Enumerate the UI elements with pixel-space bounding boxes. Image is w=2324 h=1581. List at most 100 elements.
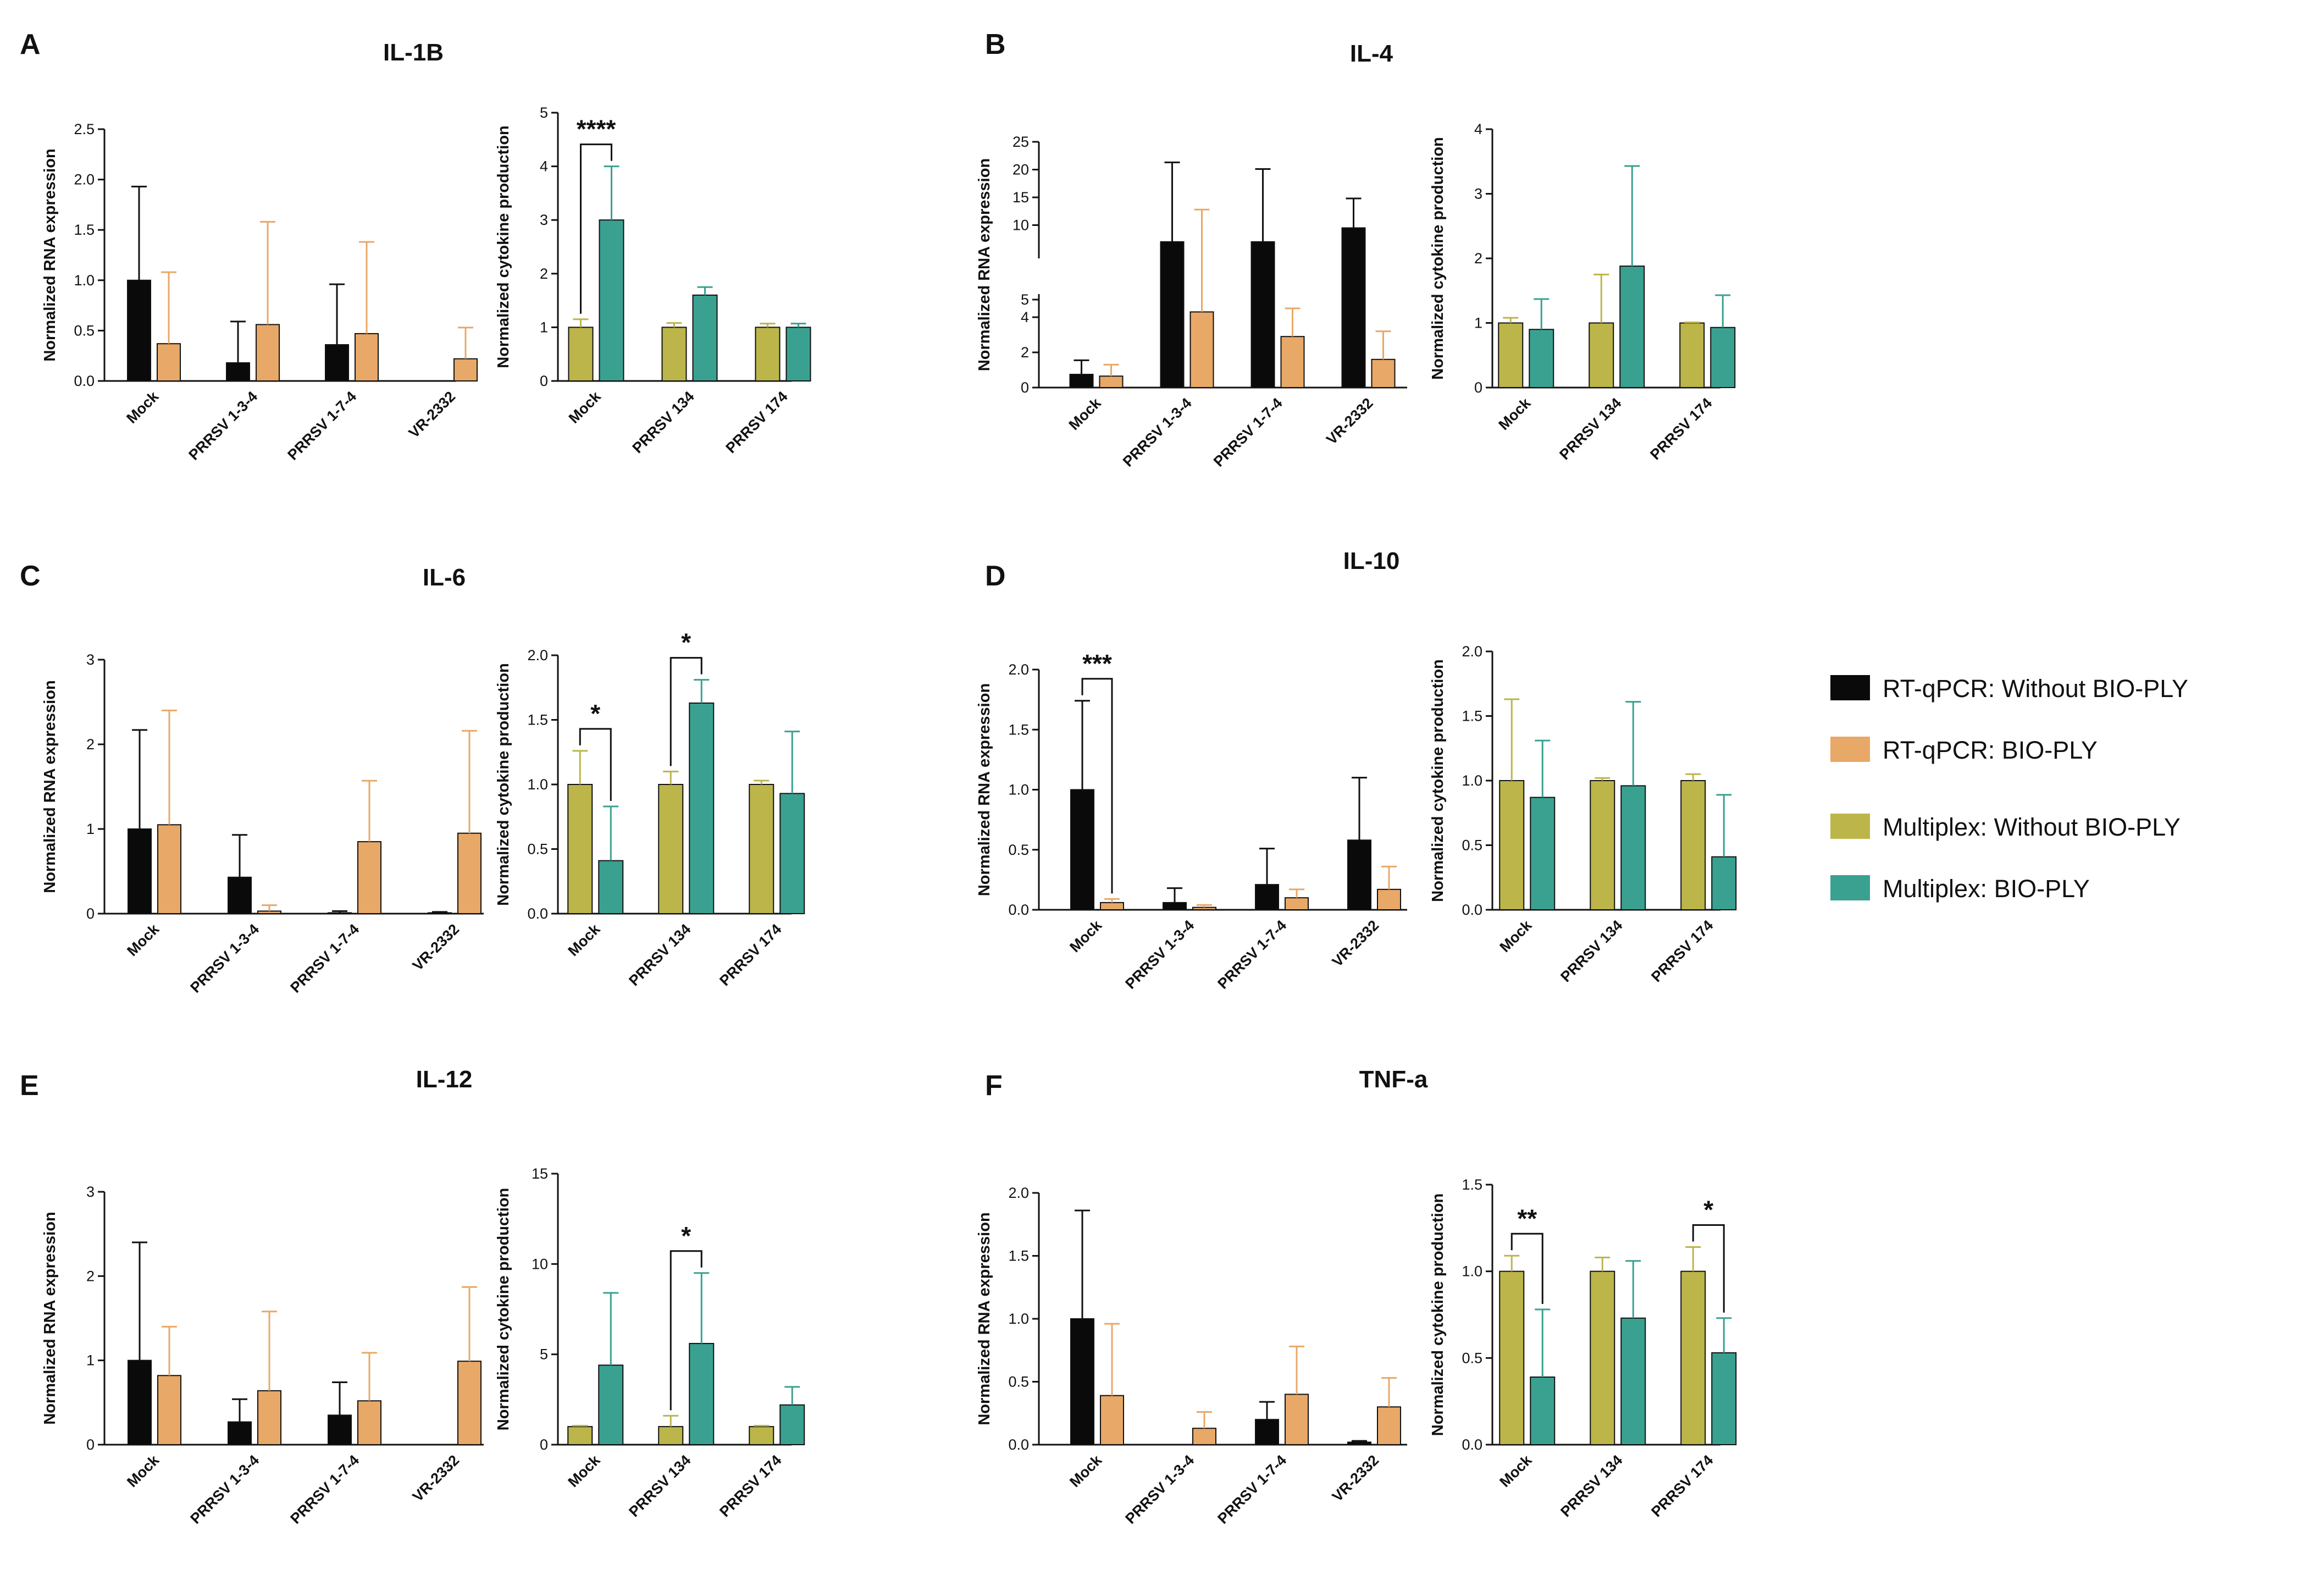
y-tick-label: 2.0 — [527, 647, 548, 664]
significance-label: * — [681, 628, 691, 657]
significance-bracket — [1510, 1232, 1543, 1304]
bar — [661, 327, 687, 382]
y-tick-label: 2.0 — [1462, 643, 1482, 660]
chart-c-rna: 0 1 2 3 Normalized RNA expression Mock PRRSV 1… — [41, 651, 484, 996]
y-tick-label: 1.0 — [74, 272, 95, 289]
x-tick-label: PRRSV 1-3-4 — [187, 1452, 262, 1527]
panel-title-d: IL-10 — [1343, 548, 1400, 574]
y-tick-label: 0 — [540, 1436, 548, 1453]
y-tick-label: 0 — [86, 905, 95, 922]
legend-label-mx-without: Multiplex: Without BIO-PLY — [1883, 813, 2181, 841]
y-tick-label: 2.0 — [1008, 661, 1029, 678]
y-axis-label: Normalized cytokine production — [495, 125, 512, 368]
bar — [1499, 780, 1525, 910]
bar — [1377, 888, 1401, 910]
legend-label-rt-bio: RT-qPCR: BIO-PLY — [1883, 736, 2098, 764]
y-tick-label: 2 — [86, 1268, 95, 1284]
bar — [749, 784, 774, 914]
y-tick-label: 0.0 — [74, 373, 95, 389]
y-tick-label: 3 — [540, 212, 548, 228]
y-tick-label: 0.5 — [74, 322, 95, 339]
y-axis-label: Normalized cytokine production — [1429, 1193, 1447, 1436]
bar — [127, 279, 151, 382]
bar — [357, 1400, 381, 1445]
x-tick-label: PRRSV 1-3-4 — [1120, 395, 1195, 470]
y-tick-label: 1.0 — [1462, 1263, 1482, 1280]
bar — [779, 793, 805, 914]
bar — [1192, 906, 1216, 911]
y-tick-label: 4 — [1021, 309, 1029, 325]
y-tick-label: 0.0 — [1462, 902, 1482, 918]
bar — [328, 1414, 352, 1445]
panel-letter-a: A — [20, 29, 41, 60]
chart-d-cytokine: 0.0 0.5 1.0 1.5 2.0 Normalized cytokine produ… — [1429, 643, 1737, 985]
x-tick-label: PRRSV 1-7-4 — [1214, 917, 1290, 992]
bar — [1530, 797, 1556, 911]
significance-bracket — [669, 657, 702, 766]
bar — [157, 824, 181, 915]
significance-bracket — [669, 1250, 702, 1411]
bar — [128, 1359, 152, 1446]
y-tick-label: 25 — [1012, 134, 1029, 150]
x-tick-label: Mock — [1496, 916, 1535, 955]
x-tick-label: PRRSV 174 — [1647, 395, 1715, 463]
x-tick-label: Mock — [1066, 1451, 1105, 1490]
x-tick-label: Mock — [1496, 1451, 1535, 1490]
bar — [658, 1426, 684, 1445]
bar — [1100, 902, 1124, 911]
y-tick-label: 0 — [1021, 379, 1029, 396]
y-tick-label: 1.0 — [1008, 782, 1029, 798]
y-tick-label: 0.5 — [1462, 1350, 1482, 1366]
y-tick-label: 1.0 — [1008, 1311, 1029, 1327]
bar — [1619, 266, 1645, 388]
bar — [1099, 375, 1124, 389]
y-tick-label: 0.5 — [1008, 842, 1029, 858]
bar — [457, 1361, 482, 1445]
x-tick-label: PRRSV 1-7-4 — [287, 1452, 362, 1527]
bar — [128, 828, 152, 914]
bar — [689, 702, 715, 914]
significance-label: * — [1703, 1196, 1713, 1224]
panel-title-a: IL-1B — [383, 39, 444, 66]
bar — [1347, 1441, 1371, 1445]
x-tick-label: PRRSV 134 — [626, 921, 694, 989]
legend-label-rt-without: RT-qPCR: Without BIO-PLY — [1883, 675, 2188, 703]
x-tick-label: PRRSV 1-7-4 — [284, 388, 359, 463]
significance-bracket — [1081, 678, 1113, 894]
x-tick-label: PRRSV 1-7-4 — [1210, 395, 1286, 470]
chart-b-cytokine: 0 1 2 3 4 Normalized cytokine production Mock P… — [1429, 121, 1736, 463]
y-axis-label: Normalized cytokine production — [1429, 659, 1447, 902]
bar — [1680, 780, 1706, 910]
legend-swatch-rt-bio — [1830, 737, 1870, 762]
bar — [1529, 329, 1554, 388]
y-axis-label: Normalized cytokine production — [495, 663, 512, 906]
bar — [689, 1342, 715, 1446]
y-axis-label: Normalized RNA expression — [41, 1212, 59, 1424]
significance-bracket — [580, 143, 612, 314]
chart-d-rna: 0.0 0.5 1.0 1.5 2.0 Normalized RNA expression… — [976, 649, 1407, 992]
y-tick-label: 2.0 — [74, 172, 95, 188]
bar — [1250, 241, 1275, 388]
x-tick-label: Mock — [565, 1451, 604, 1490]
y-tick-label: 2 — [540, 266, 548, 282]
panel-letter-b: B — [985, 29, 1006, 60]
significance-label: * — [590, 699, 600, 728]
y-tick-label: 1.5 — [1008, 1248, 1029, 1264]
legend-swatch-mx-without — [1830, 814, 1870, 839]
bar — [226, 362, 250, 382]
x-tick-label: PRRSV 1-3-4 — [185, 388, 261, 463]
bar — [1711, 856, 1737, 911]
panel-title-b: IL-4 — [1350, 40, 1393, 67]
bar — [355, 333, 379, 382]
significance-bracket — [579, 728, 612, 801]
chart-a-cytokine: 0 1 2 3 4 5 Normalized cytokine production Mock… — [495, 104, 811, 456]
y-tick-label: 0.0 — [1008, 902, 1029, 918]
x-tick-label: PRRSV 1-7-4 — [287, 921, 362, 996]
y-tick-label: 4 — [540, 158, 548, 175]
bar — [1070, 789, 1094, 910]
panel-title-f: TNF-a — [1359, 1066, 1428, 1093]
x-tick-label: PRRSV 134 — [1557, 1452, 1625, 1520]
bar — [1341, 227, 1366, 388]
panel-title-c: IL-6 — [423, 564, 466, 591]
